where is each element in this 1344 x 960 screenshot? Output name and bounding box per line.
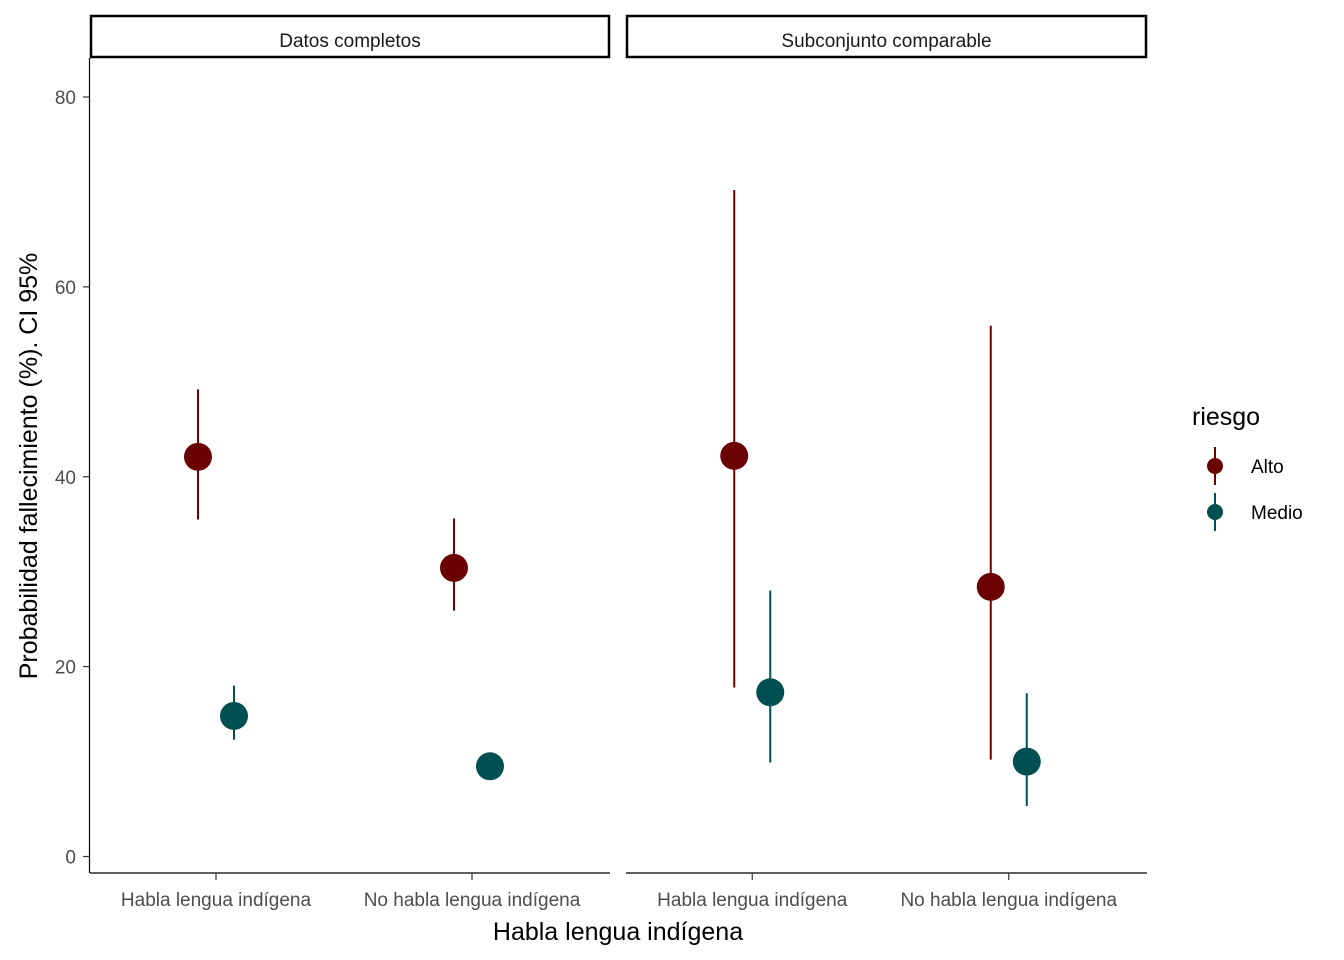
legend-title: riesgo: [1192, 403, 1260, 431]
legend-key-point: [1207, 504, 1223, 520]
data-point-medio: [756, 678, 785, 707]
data-point-medio: [1012, 747, 1041, 776]
x-tick-label: No habla lengua indígena: [364, 890, 581, 911]
x-tick-label: Habla lengua indígena: [121, 890, 312, 911]
legend-label: Alto: [1251, 457, 1284, 478]
y-tick-label: 60: [55, 278, 76, 299]
y-tick-label: 40: [55, 468, 76, 489]
facet-strip-label: Datos completos: [279, 31, 421, 52]
x-tick-label: No habla lengua indígena: [900, 890, 1117, 911]
facet-strip: [89, 14, 611, 59]
x-tick-label: Habla lengua indígena: [657, 890, 848, 911]
y-tick-label: 0: [65, 848, 76, 869]
data-point-alto: [720, 441, 749, 470]
facet-strip: [625, 14, 1148, 59]
y-axis-title: Probabilidad fallecimiento (%). CI 95%: [15, 253, 43, 680]
data-point-alto: [440, 553, 468, 582]
legend-label: Medio: [1251, 503, 1303, 524]
data-point-medio: [476, 752, 504, 781]
data-point-medio: [220, 701, 248, 730]
legend-key-point: [1207, 458, 1223, 474]
facet-strip-label: Subconjunto comparable: [781, 31, 991, 52]
y-tick-label: 80: [55, 88, 76, 109]
y-tick-label: 20: [55, 658, 76, 679]
data-point-alto: [976, 572, 1005, 601]
x-axis-title: Habla lengua indígena: [493, 918, 743, 946]
data-point-alto: [184, 442, 212, 471]
